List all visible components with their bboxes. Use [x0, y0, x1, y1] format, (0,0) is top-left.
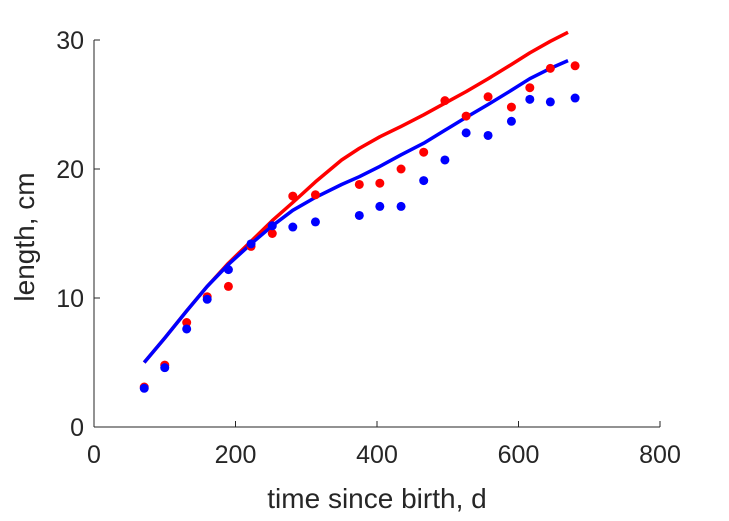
data-point — [483, 130, 493, 140]
y-axis-label: length, cm — [9, 172, 40, 301]
y-tick-label: 0 — [70, 414, 84, 442]
data-points — [139, 61, 580, 393]
data-point — [483, 92, 493, 102]
data-point — [202, 294, 212, 304]
data-point — [310, 217, 320, 227]
x-axis-label: time since birth, d — [267, 483, 486, 514]
x-tick-label: 200 — [215, 441, 257, 469]
data-point — [160, 363, 170, 373]
data-point — [223, 265, 233, 275]
data-point — [461, 128, 471, 138]
data-point — [267, 229, 277, 238]
y-ticks: 0 10 20 30 — [56, 27, 100, 442]
series-line — [142, 30, 569, 364]
data-point — [288, 222, 298, 232]
y-tick-label: 30 — [56, 27, 84, 55]
series-line — [142, 58, 569, 364]
data-point — [223, 281, 233, 291]
x-ticks: 0 200 400 600 800 — [87, 421, 681, 469]
data-point — [461, 111, 471, 121]
data-point — [354, 210, 364, 220]
data-point — [525, 94, 535, 104]
data-point — [375, 178, 385, 188]
y-tick-label: 10 — [56, 285, 84, 313]
data-point — [506, 116, 516, 126]
data-point — [440, 96, 450, 106]
data-point — [310, 190, 320, 200]
data-point — [419, 176, 429, 186]
data-point — [570, 61, 580, 71]
data-point — [139, 383, 149, 393]
data-point — [506, 102, 516, 112]
data-point — [396, 201, 406, 211]
x-tick-label: 600 — [498, 441, 540, 469]
x-tick-label: 800 — [639, 441, 681, 469]
data-point — [440, 155, 450, 165]
data-point — [375, 201, 385, 211]
fit-lines — [142, 30, 569, 364]
data-point — [419, 147, 429, 157]
data-point — [545, 63, 555, 73]
x-tick-label: 400 — [356, 441, 398, 469]
data-point — [267, 221, 277, 231]
data-point — [288, 191, 298, 201]
data-point — [545, 97, 555, 107]
data-point — [246, 239, 256, 249]
data-point — [182, 318, 192, 328]
data-point — [396, 164, 406, 174]
data-point — [182, 324, 192, 334]
data-point — [354, 179, 364, 189]
data-point — [570, 93, 580, 103]
x-tick-label: 0 — [87, 441, 101, 469]
y-tick-label: 20 — [56, 156, 84, 184]
data-point — [525, 83, 535, 93]
